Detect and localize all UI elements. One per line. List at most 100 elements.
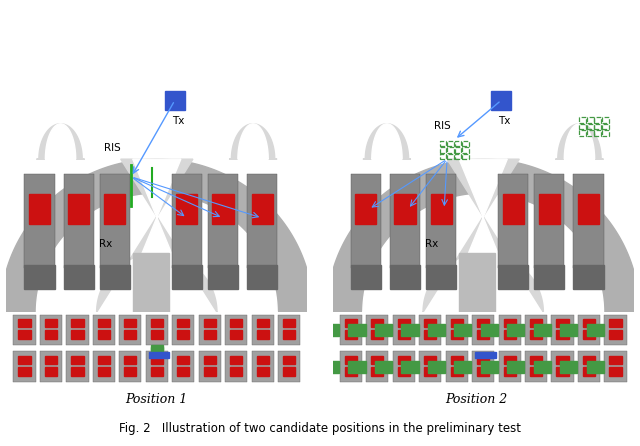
Bar xyxy=(530,319,542,327)
Polygon shape xyxy=(444,159,522,312)
Bar xyxy=(257,356,269,364)
Bar xyxy=(508,361,524,373)
Bar xyxy=(579,130,586,136)
Bar xyxy=(508,324,524,336)
Bar xyxy=(534,174,564,268)
Bar xyxy=(93,351,115,382)
Bar xyxy=(172,265,202,289)
Polygon shape xyxy=(556,124,604,159)
Text: Rx: Rx xyxy=(99,240,112,249)
Bar xyxy=(424,319,436,327)
Bar xyxy=(609,356,621,364)
Bar xyxy=(499,314,521,345)
Bar xyxy=(322,361,339,373)
Text: Position 1: Position 1 xyxy=(125,392,188,406)
Text: Position 2: Position 2 xyxy=(445,392,508,406)
Bar xyxy=(440,154,446,159)
Bar xyxy=(557,330,569,339)
Bar xyxy=(104,194,125,224)
Bar xyxy=(525,351,547,382)
Bar xyxy=(322,324,339,336)
Bar xyxy=(257,368,269,376)
Bar xyxy=(45,356,57,364)
Bar xyxy=(375,324,392,336)
Bar xyxy=(530,356,542,364)
Bar xyxy=(539,194,560,224)
Bar xyxy=(150,347,163,351)
Bar xyxy=(172,174,202,268)
Bar xyxy=(100,265,130,289)
Bar xyxy=(71,368,83,376)
Polygon shape xyxy=(36,124,84,159)
Bar xyxy=(252,314,274,345)
Bar xyxy=(247,174,277,268)
Bar xyxy=(45,319,57,327)
Bar xyxy=(283,356,295,364)
Bar xyxy=(165,91,184,110)
Polygon shape xyxy=(1,159,313,312)
Bar xyxy=(371,330,383,339)
Bar xyxy=(98,319,110,327)
Bar xyxy=(477,356,490,364)
Bar xyxy=(283,319,295,327)
Bar xyxy=(462,154,468,159)
Bar xyxy=(476,352,496,358)
Bar xyxy=(150,356,163,364)
Bar xyxy=(462,141,468,146)
Bar xyxy=(447,147,454,153)
Bar xyxy=(602,130,609,136)
Bar xyxy=(177,368,189,376)
Bar xyxy=(371,368,383,376)
Text: Rx: Rx xyxy=(426,240,438,249)
Bar xyxy=(504,330,516,339)
Bar xyxy=(252,194,273,224)
Polygon shape xyxy=(118,159,196,312)
Bar xyxy=(424,330,436,339)
Bar xyxy=(552,314,573,345)
Bar xyxy=(525,314,547,345)
Bar xyxy=(19,368,31,376)
Bar xyxy=(573,265,604,289)
Bar xyxy=(579,124,586,129)
Bar xyxy=(67,351,88,382)
Bar xyxy=(40,351,62,382)
Bar xyxy=(583,330,595,339)
Bar xyxy=(424,368,436,376)
Bar xyxy=(150,330,163,339)
Bar xyxy=(560,361,577,373)
Bar xyxy=(119,351,141,382)
Bar xyxy=(390,174,420,268)
Bar xyxy=(587,361,604,373)
Bar xyxy=(394,194,415,224)
Bar xyxy=(204,330,216,339)
Bar xyxy=(172,314,195,345)
Bar xyxy=(447,141,454,146)
Bar xyxy=(149,352,170,358)
Bar xyxy=(499,174,529,268)
Bar xyxy=(212,194,234,224)
Bar xyxy=(573,174,604,268)
Bar xyxy=(351,174,381,268)
Bar xyxy=(371,319,383,327)
Bar xyxy=(345,330,357,339)
Bar xyxy=(71,319,83,327)
Bar xyxy=(557,356,569,364)
Bar xyxy=(445,351,468,382)
Bar xyxy=(583,319,595,327)
Bar xyxy=(345,368,357,376)
Bar xyxy=(345,356,357,364)
Polygon shape xyxy=(423,159,543,312)
Bar xyxy=(247,265,277,289)
Bar xyxy=(355,194,376,224)
Bar xyxy=(63,174,93,268)
Polygon shape xyxy=(238,124,268,159)
Bar xyxy=(426,265,456,289)
Bar xyxy=(451,368,463,376)
Bar xyxy=(177,319,189,327)
Bar xyxy=(283,368,295,376)
Bar xyxy=(604,351,627,382)
Bar xyxy=(98,368,110,376)
Bar xyxy=(587,124,593,129)
Bar xyxy=(366,314,388,345)
Bar xyxy=(477,330,490,339)
